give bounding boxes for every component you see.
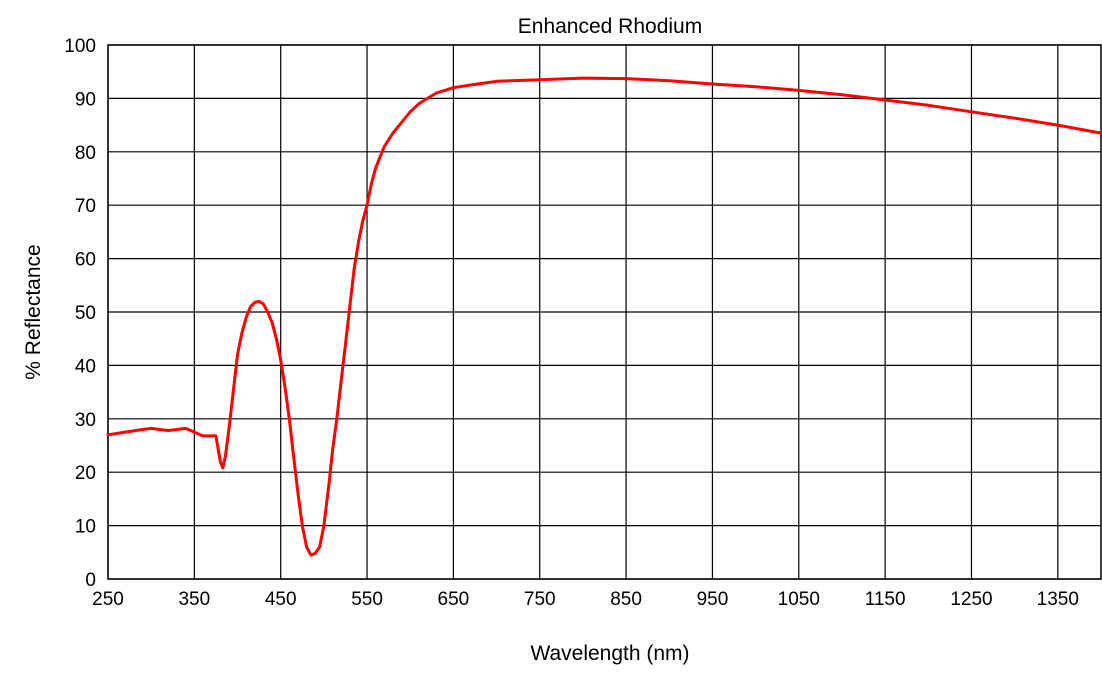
x-tick-label: 1150 (865, 589, 906, 610)
y-tick-label: 40 (75, 356, 96, 377)
grid (107, 44, 1101, 580)
y-tick-label: 80 (75, 143, 96, 164)
y-tick-label: 0 (85, 570, 96, 591)
x-tick-label: 1050 (778, 589, 820, 610)
y-tick-label: 30 (75, 410, 96, 431)
y-tick-label: 70 (75, 196, 96, 217)
x-tick-label: 850 (610, 589, 642, 610)
x-tick-label: 1250 (950, 589, 992, 610)
reflectance-series-line (106, 76, 1102, 557)
x-tick-label: 950 (697, 589, 729, 610)
series-layer (106, 76, 1102, 557)
y-tick-label: 10 (75, 517, 96, 538)
y-tick-label: 60 (75, 250, 96, 271)
y-tick-labels: 0 10 20 30 40 50 60 70 80 90 100 (64, 36, 96, 591)
x-tick-label: 550 (351, 589, 383, 610)
y-tick-label: 20 (75, 463, 96, 484)
y-tick-label: 50 (75, 303, 96, 324)
x-tick-labels: 250 350 450 550 650 750 850 950 1050 1150 1250 1350 (92, 589, 1079, 610)
chart-title: Enhanced Rhodium (518, 15, 702, 38)
y-axis-label: % Reflectance (22, 244, 45, 379)
x-tick-label: 750 (524, 589, 556, 610)
x-tick-label: 350 (178, 589, 210, 610)
y-tick-label: 90 (75, 89, 96, 110)
x-tick-label: 650 (438, 589, 470, 610)
x-tick-label: 450 (265, 589, 297, 610)
x-tick-label: 1350 (1037, 589, 1079, 610)
y-tick-label: 100 (64, 36, 96, 57)
x-tick-label: 250 (92, 589, 124, 610)
x-axis-label: Wavelength (nm) (530, 642, 689, 665)
